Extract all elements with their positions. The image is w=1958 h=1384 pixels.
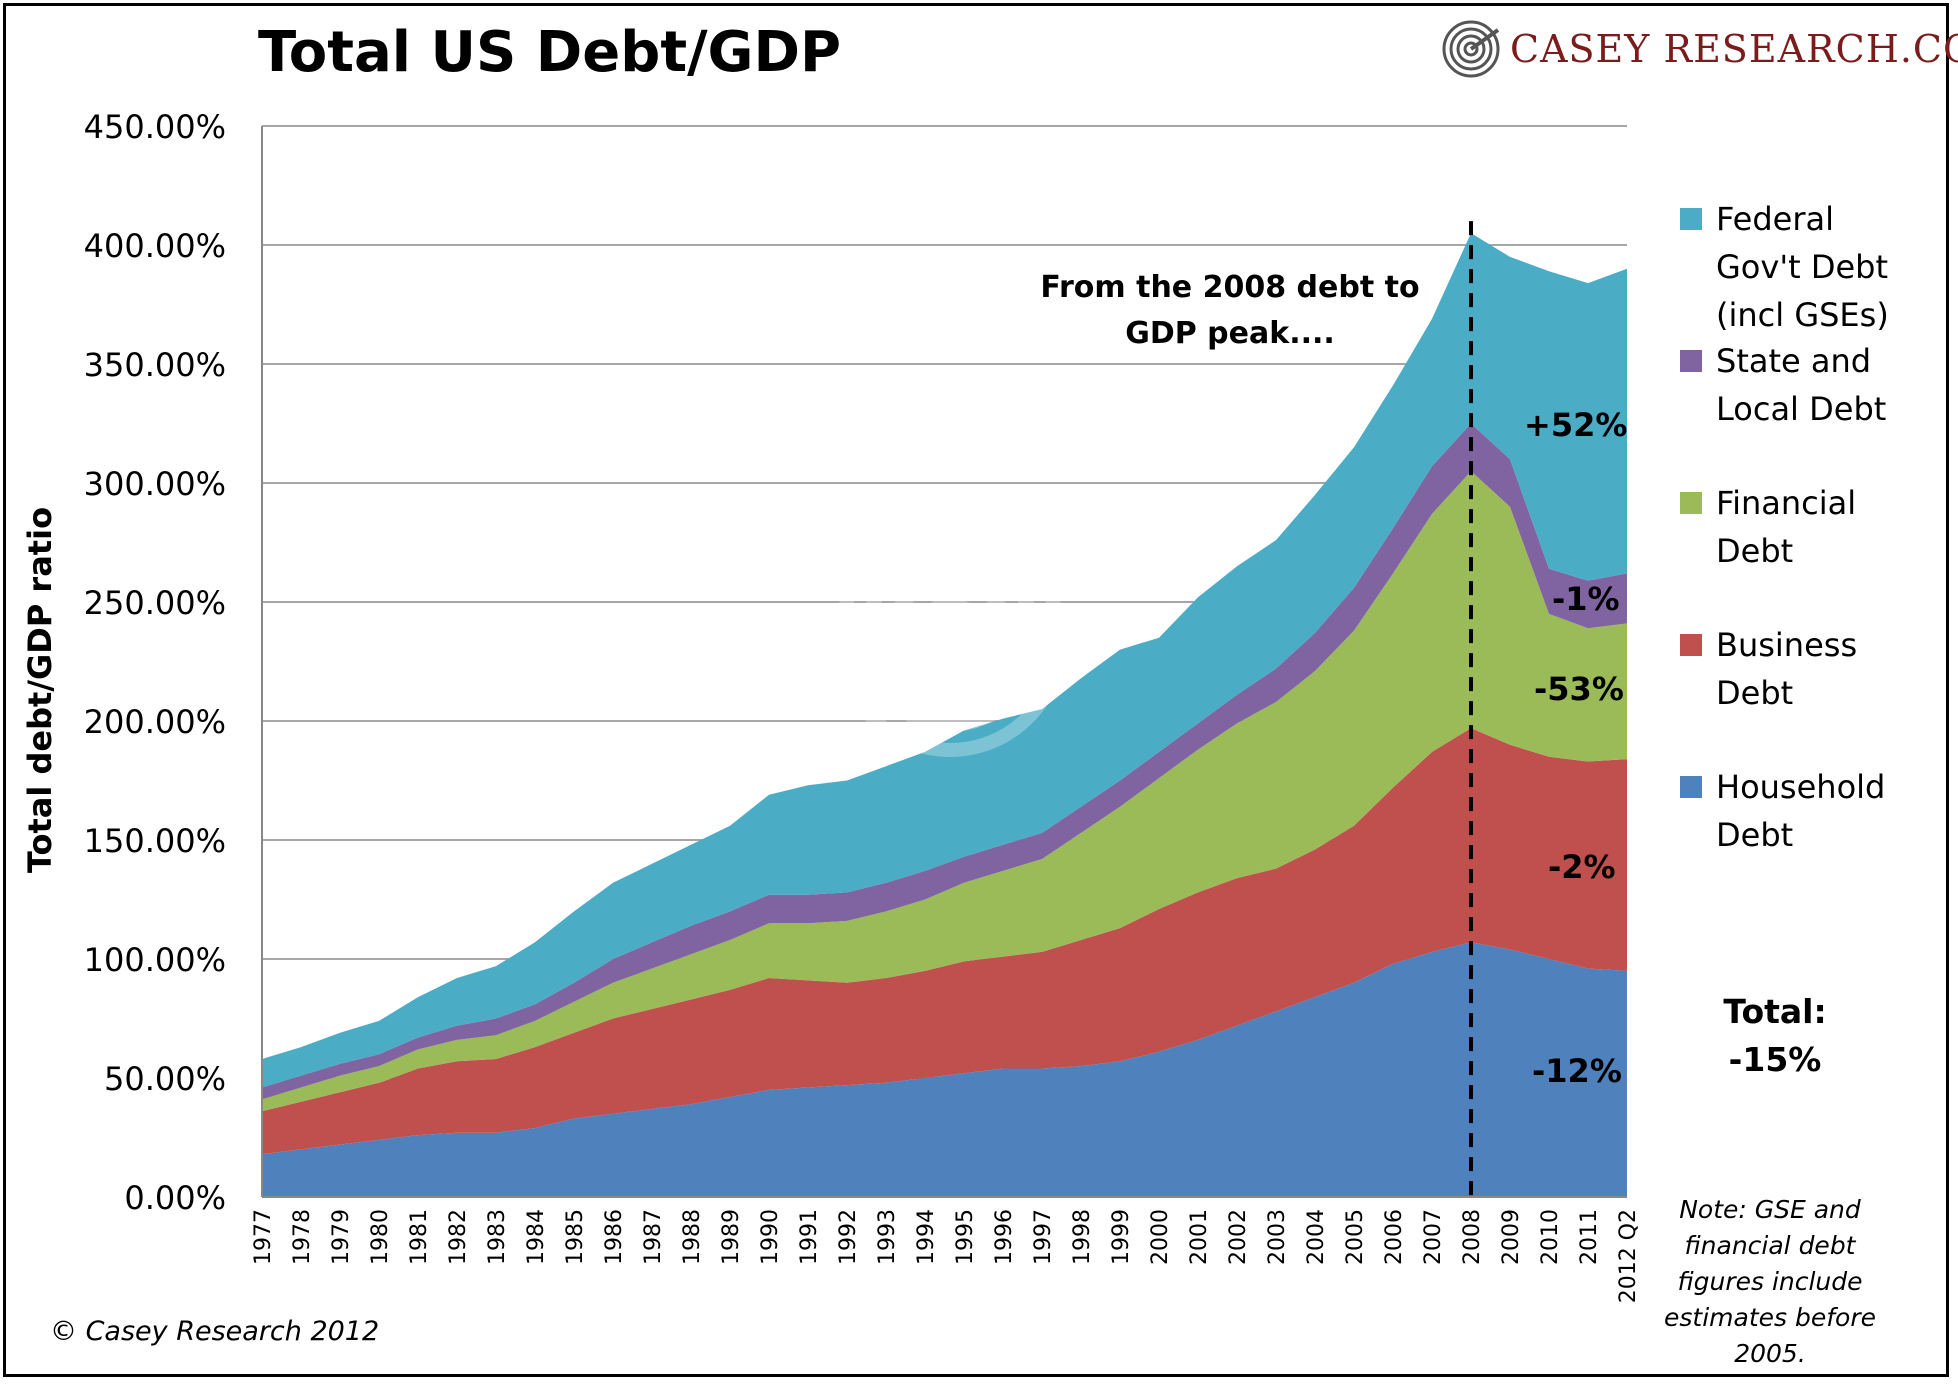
footnote: Note: GSE and financial debt figures inc…	[1664, 1195, 1876, 1368]
x-tick-label: 1983	[485, 1209, 510, 1265]
x-tick-label: 2012 Q2	[1616, 1209, 1641, 1303]
x-tick-label: 1998	[1070, 1209, 1095, 1265]
y-tick-label: 100.00%	[84, 941, 226, 979]
watermark-ring	[858, 548, 1042, 732]
x-tick-label: 1982	[446, 1209, 471, 1265]
legend-label: Gov't Debt	[1716, 248, 1889, 286]
legend-swatch-financial	[1680, 492, 1702, 514]
x-tick-label: 1996	[992, 1209, 1017, 1265]
x-tick-label: 2003	[1265, 1209, 1290, 1265]
brand-text: CASEY RESEARCH.COM	[1510, 27, 1958, 71]
legend-item-state: State and Local Debt	[1680, 337, 1950, 479]
total-change: Total: -15%	[1720, 988, 1830, 1084]
area-series-1	[262, 728, 1627, 1155]
x-tick-label: 1981	[407, 1209, 432, 1265]
x-tick-label: 1995	[953, 1209, 978, 1265]
chart-title: Total US Debt/GDP	[258, 20, 842, 85]
y-tick-label: 50.00%	[104, 1060, 226, 1098]
x-tick-label: 2004	[1304, 1209, 1329, 1265]
x-tick-label: 2000	[1148, 1209, 1173, 1265]
y-tick-label: 350.00%	[84, 346, 226, 384]
legend-item-financial: Financial Debt	[1680, 479, 1950, 621]
legend-swatch-state	[1680, 350, 1702, 372]
legend-label: Business	[1716, 626, 1858, 664]
legend-label: Household	[1716, 768, 1886, 806]
x-tick-label: 1997	[1031, 1209, 1056, 1265]
total-value: -15%	[1728, 1040, 1822, 1079]
y-axis-label: Total debt/GDP ratio	[21, 506, 59, 874]
business-change-label: -2%	[1548, 848, 1616, 886]
x-tick-label: 1991	[797, 1209, 822, 1265]
area-series-0	[262, 942, 1627, 1197]
x-tick-label: 2011	[1577, 1209, 1602, 1265]
legend-label: State and	[1716, 342, 1872, 380]
copyright: © Casey Research 2012	[50, 1316, 380, 1347]
x-tick-label: 2010	[1538, 1209, 1563, 1265]
x-tick-label: 1994	[914, 1209, 939, 1265]
chart-legend: Federal Gov't Debt (incl GSEs) State and…	[1680, 195, 1950, 859]
x-tick-label: 2007	[1421, 1209, 1446, 1265]
x-tick-label: 1985	[563, 1209, 588, 1265]
legend-swatch-federal	[1680, 208, 1702, 230]
x-tick-label: 1978	[290, 1209, 315, 1265]
y-tick-label: 150.00%	[84, 822, 226, 860]
x-tick-label: 1980	[368, 1209, 393, 1265]
x-tick-label: 1979	[329, 1209, 354, 1265]
x-tick-label: 1986	[602, 1209, 627, 1265]
legend-label: Federal	[1716, 200, 1834, 238]
legend-label: Debt	[1716, 816, 1794, 854]
area-series-4	[262, 233, 1627, 1088]
watermark-ring	[883, 573, 1017, 707]
watermark-ring	[833, 523, 1067, 757]
x-tick-label: 2002	[1226, 1209, 1251, 1265]
household-change-label: -12%	[1532, 1052, 1622, 1090]
y-tick-label: 300.00%	[84, 465, 226, 503]
peak-annotation: From the 2008 debt to GDP peak....	[1040, 270, 1420, 351]
legend-item-business: Business Debt	[1680, 621, 1950, 763]
total-label: Total:	[1723, 992, 1827, 1031]
x-tick-label: 2005	[1343, 1209, 1368, 1265]
legend-label: Debt	[1716, 674, 1794, 712]
legend-label: Debt	[1716, 532, 1794, 570]
federal-change-label: +52%	[1524, 406, 1628, 444]
x-tick-label: 2001	[1187, 1209, 1212, 1265]
y-tick-label: 450.00%	[84, 108, 226, 146]
legend-label: (incl GSEs)	[1716, 296, 1889, 334]
financial-change-label: -53%	[1534, 670, 1624, 708]
state-change-label: -1%	[1552, 580, 1620, 618]
legend-swatch-household	[1680, 776, 1702, 798]
legend-swatch-business	[1680, 634, 1702, 656]
x-tick-label: 1977	[251, 1209, 276, 1265]
x-tick-label: 1992	[836, 1209, 861, 1265]
y-tick-label: 200.00%	[84, 703, 226, 741]
brand-logo-block: CASEY RESEARCH.COM	[1440, 18, 1958, 80]
x-tick-label: 2006	[1382, 1209, 1407, 1265]
x-tick-label: 1988	[680, 1209, 705, 1265]
y-tick-label: 0.00%	[124, 1179, 226, 1217]
legend-label: Local Debt	[1716, 390, 1887, 428]
x-tick-label: 2008	[1460, 1209, 1485, 1265]
x-tick-label: 1993	[875, 1209, 900, 1265]
x-tick-label: 1984	[524, 1209, 549, 1265]
casey-spiral-logo-icon	[1442, 20, 1500, 78]
area-series-2	[262, 471, 1627, 1112]
x-tick-label: 1989	[719, 1209, 744, 1265]
y-tick-label: 400.00%	[84, 227, 226, 265]
x-tick-label: 1999	[1109, 1209, 1134, 1265]
legend-item-household: Household Debt	[1680, 763, 1950, 859]
legend-item-federal: Federal Gov't Debt (incl GSEs)	[1680, 195, 1950, 337]
x-tick-label: 1987	[641, 1209, 666, 1265]
x-tick-label: 2009	[1499, 1209, 1524, 1265]
legend-label: Financial	[1716, 484, 1857, 522]
x-tick-label: 1990	[758, 1209, 783, 1265]
y-tick-label: 250.00%	[84, 584, 226, 622]
watermark-ring	[908, 598, 992, 682]
